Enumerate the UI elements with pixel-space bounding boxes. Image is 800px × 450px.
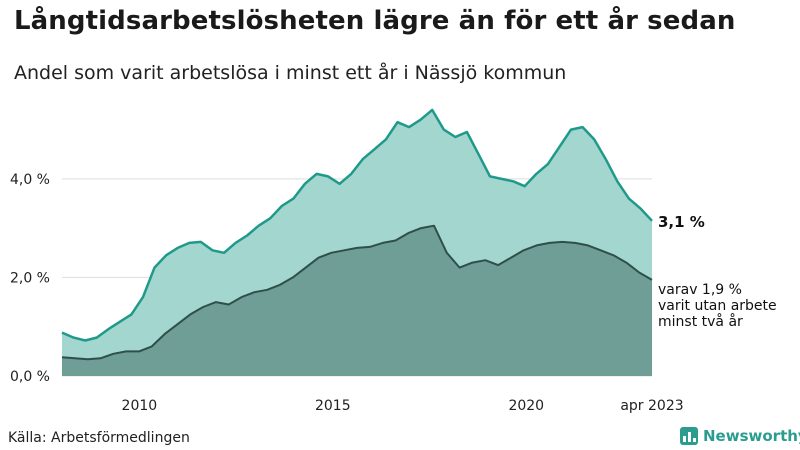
- x-tick-label: 2020: [508, 398, 544, 414]
- total-line: [61, 108, 653, 342]
- y-axis-ticks: 0,0 % 2,0 % 4,0 %: [10, 172, 50, 385]
- sub-annotation-line: minst två år: [658, 313, 743, 330]
- x-axis-ticks: 2010 2015 2020 apr 2023: [122, 398, 684, 414]
- source-note: Källa: Arbetsförmedlingen: [8, 430, 190, 446]
- x-tick-label: 2010: [122, 398, 158, 414]
- sub-annotation-line: varav 1,9 %: [658, 282, 742, 298]
- y-tick-label: 2,0 %: [10, 270, 50, 286]
- bar-chart-icon: [680, 427, 698, 445]
- sub-annotation-line: varit utan arbete: [658, 298, 777, 314]
- total-end-label: 3,1 %: [658, 213, 705, 231]
- x-tick-label: apr 2023: [620, 398, 683, 414]
- brand-name: Newsworthy: [703, 427, 800, 445]
- area-chart: 0,0 % 2,0 % 4,0 % 2010 2015 2020 apr 2023 3,1…: [10, 108, 777, 414]
- sub-area: [62, 225, 652, 376]
- chart-subtitle: Andel som varit arbetslösa i minst ett å…: [14, 62, 567, 84]
- y-tick-label: 0,0 %: [10, 369, 50, 385]
- sub-line: [61, 224, 653, 361]
- x-tick-label: 2015: [315, 398, 351, 414]
- chart-title: Långtidsarbetslösheten lägre än för ett …: [14, 6, 736, 36]
- brand-logo: Newsworthy: [680, 427, 800, 445]
- y-tick-label: 4,0 %: [10, 172, 50, 188]
